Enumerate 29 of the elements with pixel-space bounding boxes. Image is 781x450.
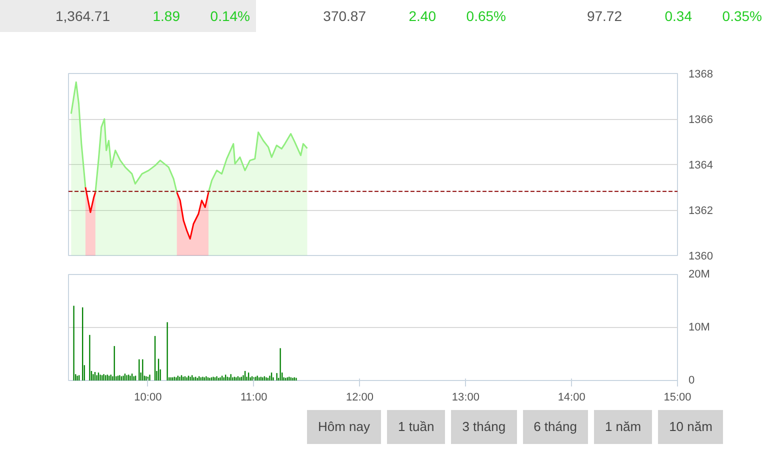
text: 370.87	[322, 7, 366, 26]
text: Hôm nay	[307, 410, 382, 444]
y-tick-label: 1360	[688, 250, 713, 262]
text: 0.65%	[465, 7, 506, 26]
text: 6 tháng	[522, 410, 588, 444]
y-tick-label: 1362	[688, 205, 713, 217]
text: 0.14%	[209, 7, 250, 26]
x-tick-label: 11:00	[240, 392, 268, 404]
text: 1 năm	[594, 410, 652, 444]
x-tick-label: 15:00	[664, 392, 692, 404]
text: 0.35%	[721, 7, 762, 26]
text: 10 năm	[658, 410, 724, 444]
y-tick-label: 10M	[688, 322, 710, 334]
y-tick-label: 1368	[688, 68, 713, 80]
x-tick-label: 14:00	[558, 392, 586, 404]
y-tick-label: 20M	[688, 268, 710, 280]
x-tick-label: 13:00	[452, 392, 480, 404]
text: 1,364.71	[54, 7, 110, 26]
y-tick-label: 0	[688, 374, 695, 386]
text: 97.72	[586, 7, 622, 26]
text: 3 tháng	[451, 410, 517, 444]
text: 1 tuần	[387, 410, 446, 444]
y-tick-label: 1366	[688, 114, 713, 126]
y-tick-label: 1364	[688, 160, 713, 172]
x-tick-label: 12:00	[346, 392, 374, 404]
text: 0.34	[664, 7, 692, 26]
text: 1.89	[152, 7, 180, 26]
x-tick-label: 10:00	[134, 392, 162, 404]
text: 2.40	[408, 7, 436, 26]
